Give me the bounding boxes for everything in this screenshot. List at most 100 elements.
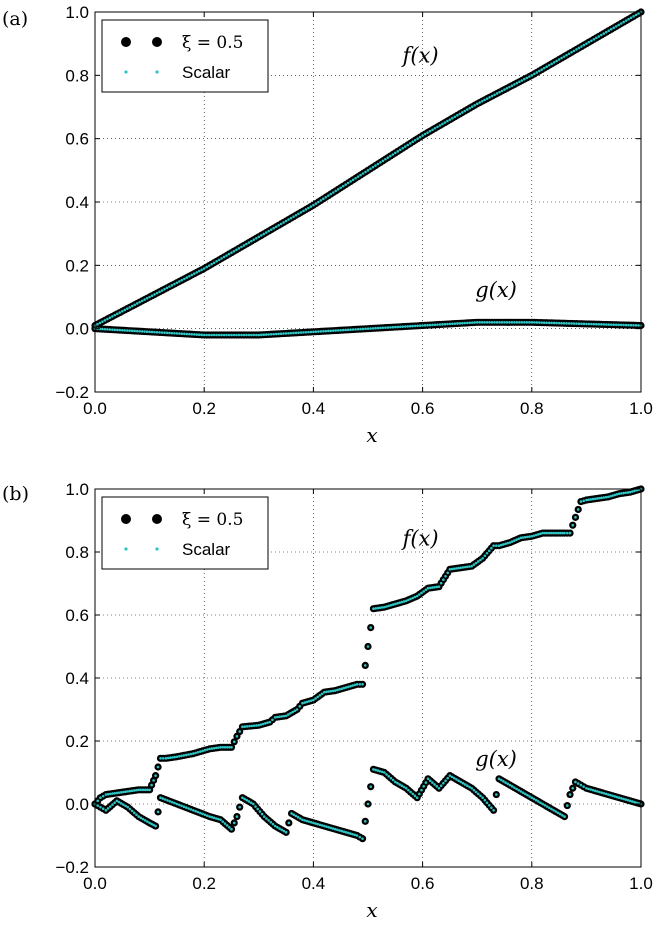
scalar-point [111,328,114,331]
scalar-point [227,333,231,337]
legend-scalar-marker [155,70,159,74]
scalar-point [116,312,119,316]
scalar-point [192,333,196,336]
scalar-point [366,645,370,648]
scalar-point [598,790,601,794]
scalar-point [327,826,330,829]
f-curve-label: f(x) [401,527,439,551]
scalar-point [541,531,545,535]
scalar-point [230,746,233,749]
scalar-point [389,603,393,607]
scalar-point [219,746,222,749]
scalar-point [534,533,538,537]
scalar-point [199,750,202,753]
scalar-point [503,321,506,324]
scalar-point [325,825,328,828]
scalar-point [153,330,156,334]
scalar-point [485,551,489,555]
scalar-point [287,821,291,825]
scalar-point [156,810,160,814]
scalar-point [324,329,328,333]
scalar-point [404,786,408,790]
scalar-point [458,322,462,325]
scalar-point [443,322,447,326]
scalar-point [413,595,417,599]
scalar-point [369,327,372,330]
scalar-point [439,784,443,788]
x-tick-label: 0.2 [192,399,216,418]
scalar-point [280,828,284,832]
scalar-point [309,699,313,702]
scalar-point [307,330,310,334]
scalar-point [561,531,564,535]
scalar-point [135,813,138,817]
scalar-point [201,749,204,753]
scalar-point [490,806,493,810]
scalar-point [433,783,436,786]
scalar-point [182,805,186,808]
y-tick-label: 0.0 [65,795,89,814]
scalar-point [428,129,432,133]
scalar-point [258,810,262,813]
scalar-point [212,746,216,750]
scalar-point [225,824,229,827]
scalar-point [113,313,117,317]
g-curve-label: g(x) [475,278,517,302]
scalar-point [456,114,459,117]
scalar-point [409,790,412,794]
scalar-point [465,108,469,111]
f-curve-label: f(x) [401,44,439,68]
scalar-point [205,265,208,269]
scalar-point [468,785,471,789]
scalar-point [391,325,395,329]
scalar-point [626,798,630,802]
scalar-point [403,325,407,328]
scalar-point [122,803,125,806]
scalar-point [552,809,555,812]
scalar-point [196,750,200,754]
scalar-point [513,786,516,789]
scalar-point [408,324,412,328]
scalar-point [342,830,346,834]
scalar-point [604,495,608,499]
scalar-point [431,586,434,589]
scalar-point [298,817,302,820]
scalar-point [96,804,100,807]
scalar-point [201,812,204,816]
scalar-point [499,778,503,782]
scalar-point [123,308,127,312]
scalar-point [426,131,429,134]
scalar-point [476,792,480,796]
scalar-point [468,321,472,325]
scalar-point [240,245,243,249]
scalar-point [384,326,387,329]
scalar-point [372,607,375,610]
scalar-point [497,544,501,547]
scalar-point [212,333,216,337]
scalar-point [202,333,206,337]
scalar-point [189,752,193,756]
scalar-point [398,148,402,152]
scalar-point [354,176,357,180]
scalar-point [433,323,437,327]
scalar-point [424,781,428,784]
scalar-point [257,723,261,727]
scalar-point [269,332,273,336]
scalar-point [304,208,308,211]
scalar-point [423,324,427,327]
scalar-point [276,826,279,829]
scalar-point [139,816,143,820]
scalar-point [617,796,621,799]
scalar-point [386,156,390,159]
scalar-point [543,531,547,535]
scalar-point [299,211,303,214]
scalar-point [159,796,162,799]
scalar-point [513,83,516,86]
scalar-point [115,799,119,803]
scalar-point [133,329,137,333]
scalar-point [175,332,179,335]
scalar-point [502,543,505,546]
scalar-point [461,781,465,785]
scalar-point [483,321,486,324]
